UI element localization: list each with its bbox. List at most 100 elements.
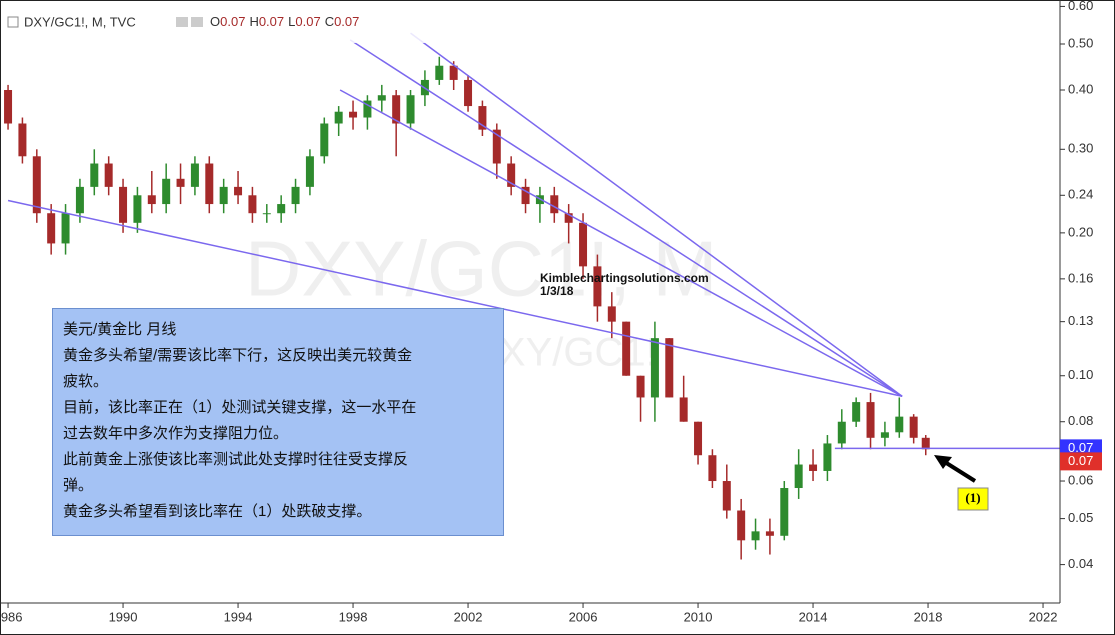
price-tag-label: 0.07 xyxy=(1068,453,1093,468)
candle-body xyxy=(363,100,372,118)
note-line: 黄金多头希望/需要该比率下行，这反映出美元较黄金 xyxy=(63,347,413,364)
collapse-icon[interactable] xyxy=(7,16,19,28)
candle-body xyxy=(147,195,156,205)
candle-body xyxy=(794,464,803,489)
symbol: DXY/GC1!, M, TVC xyxy=(24,14,136,29)
y-tick-label: 0.30 xyxy=(1068,141,1093,156)
candle-body xyxy=(234,186,243,196)
candle-body xyxy=(564,213,573,223)
ohlc-label: O xyxy=(210,14,220,29)
candle-body xyxy=(320,123,329,157)
candle-body xyxy=(579,222,588,267)
candle-body xyxy=(679,397,688,422)
plot-area xyxy=(4,32,1060,560)
marker-box xyxy=(957,487,989,511)
ohlc-value: 0.07 xyxy=(295,14,320,29)
candle-body xyxy=(880,432,889,438)
candle-body xyxy=(133,195,142,223)
candle-body xyxy=(377,95,386,101)
trend-line xyxy=(7,199,903,398)
candle-body xyxy=(909,416,918,438)
candle-body xyxy=(248,195,257,214)
candle-body xyxy=(478,106,487,130)
y-tick-label: 0.24 xyxy=(1068,187,1093,202)
candle-body xyxy=(392,95,401,124)
candle-body xyxy=(32,156,41,214)
x-tick-label: 2014 xyxy=(799,609,828,624)
candle-body xyxy=(507,163,516,187)
candle-body xyxy=(823,443,832,471)
x-tick-label: 2006 xyxy=(569,609,598,624)
note-box: 美元/黄金比 月线 黄金多头希望/需要该比率下行，这反映出美元较黄金 疲软。 目前，该… xyxy=(52,308,504,536)
candle-body xyxy=(349,111,358,118)
trend-line xyxy=(349,39,903,397)
y-tick-label: 0.08 xyxy=(1068,413,1093,428)
candle-body xyxy=(119,186,128,223)
x-tick-label: 2010 xyxy=(684,609,713,624)
candle-body xyxy=(607,306,616,322)
candle-body xyxy=(291,186,300,205)
candle-body xyxy=(262,213,271,215)
y-tick-label: 0.60 xyxy=(1068,0,1093,13)
candle-body xyxy=(61,213,70,244)
candle-body xyxy=(190,163,199,187)
ohlc-value: 0.07 xyxy=(259,14,284,29)
x-tick-label: 2002 xyxy=(454,609,483,624)
x-tick-label: 1990 xyxy=(109,609,138,624)
candle-body xyxy=(219,186,228,205)
y-tick-label: 0.20 xyxy=(1068,224,1093,239)
note-line: 此前黄金上涨使该比率测试此处支撑时往往受支撑反 xyxy=(63,451,409,468)
note-line: 疲软。 xyxy=(63,373,109,390)
candle-body xyxy=(334,111,343,124)
candle-body xyxy=(593,266,602,307)
candle-body xyxy=(305,156,314,187)
candle-body xyxy=(176,178,185,187)
source: Kimblechartingsolutions.com xyxy=(540,271,709,285)
ohlc-label: H xyxy=(249,14,258,29)
arrow-head xyxy=(934,455,952,469)
icon[interactable] xyxy=(176,17,188,27)
y-tick-label: 0.05 xyxy=(1068,510,1093,525)
candle-body xyxy=(636,375,645,398)
y-tick-label: 0.13 xyxy=(1068,313,1093,328)
candle-body xyxy=(895,416,904,433)
ohlc-label: L xyxy=(288,14,295,29)
candle-body xyxy=(4,89,13,124)
candle-body xyxy=(406,95,415,124)
x-tick-label: 1994 xyxy=(224,609,253,624)
y-tick-label: 0.50 xyxy=(1068,35,1093,50)
marker-label: (1) xyxy=(965,490,980,505)
candle-body xyxy=(435,65,444,80)
candle-body xyxy=(921,437,930,450)
candle-body xyxy=(852,402,861,422)
candle-body xyxy=(449,65,458,80)
candle-body xyxy=(18,123,27,157)
candle-body xyxy=(47,213,56,244)
candle-body xyxy=(665,338,674,398)
trend-line xyxy=(410,32,903,397)
candle-body xyxy=(866,402,875,438)
price-tag xyxy=(1060,452,1102,471)
candle-body xyxy=(277,204,286,214)
candle-body xyxy=(650,338,659,398)
icon[interactable] xyxy=(191,17,203,27)
ohlc: O0.07 H0.07 L0.07 C0.07 xyxy=(210,14,359,29)
x-tick-label: 1998 xyxy=(339,609,368,624)
y-tick-label: 0.40 xyxy=(1068,81,1093,96)
date: 1/3/18 xyxy=(540,284,574,298)
candle-body xyxy=(492,129,501,164)
note-line: 黄金多头希望看到该比率在（1）处跌破支撑。 xyxy=(63,503,372,520)
candle-body xyxy=(751,531,760,541)
candle-body xyxy=(809,464,818,471)
candle-body xyxy=(722,481,731,511)
candle-body xyxy=(205,163,214,205)
candle-body xyxy=(104,163,113,187)
watermark: DXY/GC1!, M xyxy=(245,225,717,313)
ohlc-value: 0.07 xyxy=(334,14,359,29)
x-tick-label: 2018 xyxy=(914,609,943,624)
ohlc-value: 0.07 xyxy=(220,14,245,29)
ohlc-label: C xyxy=(325,14,334,29)
candle-body xyxy=(464,79,473,107)
candle-body xyxy=(765,531,774,536)
note-line: 弹。 xyxy=(63,477,94,494)
